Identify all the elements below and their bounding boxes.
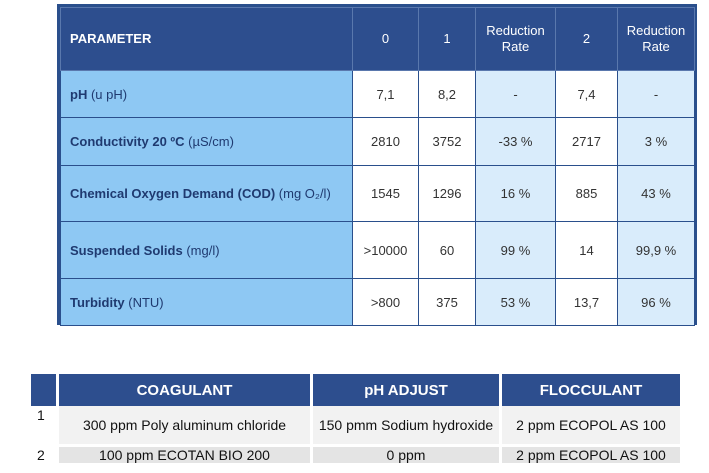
header-parameter: PARAMETER <box>60 7 353 71</box>
parameter-cell: Turbidity (NTU) <box>60 278 353 326</box>
parameter-table: PARAMETER 0 1 Reduction Rate 2 Reduction… <box>60 7 695 326</box>
parameter-name: Turbidity <box>70 294 125 310</box>
value-cell: 60 <box>418 221 476 279</box>
parameter-table-frame: PARAMETER 0 1 Reduction Rate 2 Reduction… <box>57 4 697 326</box>
parameter-name: Conductivity 20 ºC <box>70 134 185 149</box>
treatment-header-row: COAGULANT pH ADJUST FLOCCULANT <box>31 374 680 406</box>
value-cell: 1545 <box>352 165 419 222</box>
table-row-ph: pH (u pH) 7,1 8,2 - 7,4 - <box>60 70 695 118</box>
reduction-cell: -33 % <box>475 117 556 166</box>
value-cell: 8,2 <box>418 70 476 118</box>
parameter-header-row: PARAMETER 0 1 Reduction Rate 2 Reduction… <box>60 7 695 71</box>
table-row-cod: Chemical Oxygen Demand (COD) (mg O₂/l) 1… <box>60 165 695 222</box>
value-cell: 2810 <box>352 117 419 166</box>
header-ph-adjust: pH ADJUST <box>313 374 499 406</box>
value-cell: 885 <box>555 165 618 222</box>
reduction-cell: 16 % <box>475 165 556 222</box>
reduction-cell: - <box>475 70 556 118</box>
flocculant-cell: 2 ppm ECOPOL AS 100 <box>502 406 680 444</box>
value-cell: 7,4 <box>555 70 618 118</box>
parameter-unit: (mg/l) <box>186 242 220 258</box>
parameter-name: Suspended Solids <box>70 242 183 258</box>
value-cell: 2717 <box>555 117 618 166</box>
parameter-cell: Suspended Solids (mg/l) <box>60 221 353 279</box>
table-row: 1 300 ppm Poly aluminum chloride 150 pmm… <box>31 406 680 444</box>
value-cell: >800 <box>352 278 419 326</box>
header-stage-2: 2 <box>555 7 618 71</box>
value-cell: 1296 <box>418 165 476 222</box>
table-row: 2 100 ppm ECOTAN BIO 200 0 ppm 2 ppm ECO… <box>31 444 680 463</box>
table-row-conductivity: Conductivity 20 ºC (µS/cm) 2810 3752 -33… <box>60 117 695 166</box>
header-reduction-rate-2: Reduction Rate <box>617 7 695 71</box>
parameter-cell: pH (u pH) <box>60 70 353 118</box>
reduction-cell: 53 % <box>475 278 556 326</box>
flocculant-cell: 2 ppm ECOPOL AS 100 <box>502 444 680 463</box>
header-flocculant: FLOCCULANT <box>502 374 680 406</box>
ph-adjust-cell: 150 pmm Sodium hydroxide <box>313 406 499 444</box>
value-cell: 7,1 <box>352 70 419 118</box>
value-cell: 13,7 <box>555 278 618 326</box>
header-stage-1: 1 <box>418 7 476 71</box>
coagulant-cell: 100 ppm ECOTAN BIO 200 <box>59 444 310 463</box>
header-reduction-rate-1: Reduction Rate <box>475 7 556 71</box>
reduction-cell: 3 % <box>617 117 695 166</box>
header-index <box>31 374 56 406</box>
row-index: 2 <box>31 444 56 463</box>
reduction-cell: 99 % <box>475 221 556 279</box>
table-row-turbidity: Turbidity (NTU) >800 375 53 % 13,7 96 % <box>60 278 695 326</box>
value-cell: >10000 <box>352 221 419 279</box>
parameter-unit: (µS/cm) <box>188 134 234 149</box>
parameter-name: Chemical Oxygen Demand (COD) <box>70 186 276 201</box>
value-cell: 375 <box>418 278 476 326</box>
parameter-unit: (mg O₂/l) <box>278 186 331 201</box>
reduction-cell: 99,9 % <box>617 221 695 279</box>
reduction-cell: 43 % <box>617 165 695 222</box>
ph-adjust-cell: 0 ppm <box>313 444 499 463</box>
parameter-name: pH <box>70 86 88 102</box>
treatment-table: COAGULANT pH ADJUST FLOCCULANT 1 300 ppm… <box>28 374 683 463</box>
header-stage-0: 0 <box>352 7 419 71</box>
value-cell: 3752 <box>418 117 476 166</box>
header-coagulant: COAGULANT <box>59 374 310 406</box>
reduction-cell: - <box>617 70 695 118</box>
table-row-suspended-solids: Suspended Solids (mg/l) >10000 60 99 % 1… <box>60 221 695 279</box>
parameter-cell: Conductivity 20 ºC (µS/cm) <box>60 117 353 166</box>
reduction-cell: 96 % <box>617 278 695 326</box>
coagulant-cell: 300 ppm Poly aluminum chloride <box>59 406 310 444</box>
row-index: 1 <box>31 406 56 444</box>
parameter-unit: (NTU) <box>128 294 164 310</box>
value-cell: 14 <box>555 221 618 279</box>
parameter-cell: Chemical Oxygen Demand (COD) (mg O₂/l) <box>60 165 353 222</box>
parameter-unit: (u pH) <box>90 86 128 102</box>
